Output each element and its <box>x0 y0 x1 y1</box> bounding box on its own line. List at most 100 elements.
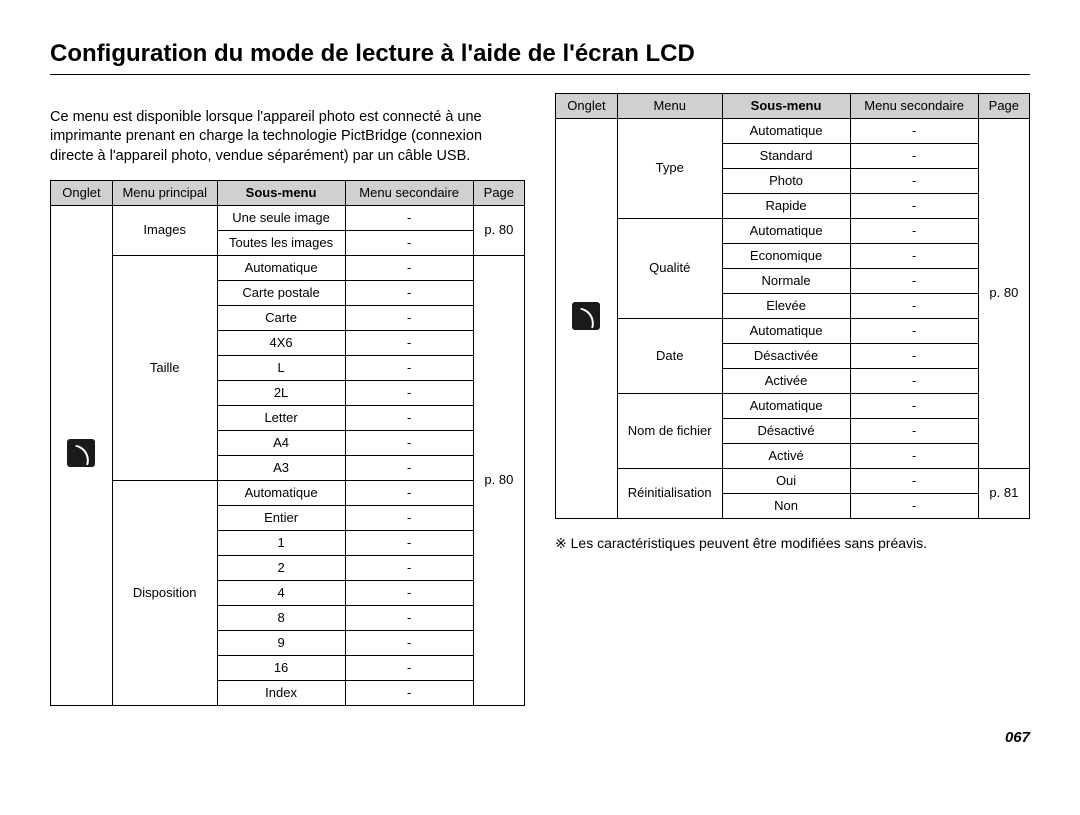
sous-menu-cell: L <box>217 356 345 381</box>
menu-secondaire-cell: - <box>345 681 473 706</box>
sous-menu-cell: Photo <box>722 169 850 194</box>
intro-paragraph: Ce menu est disponible lorsque l'apparei… <box>50 108 510 167</box>
menu-secondaire-cell: - <box>850 344 978 369</box>
page-cell: p. 81 <box>978 469 1029 519</box>
menu-secondaire-cell: - <box>345 481 473 506</box>
sous-menu-cell: Automatique <box>217 256 345 281</box>
menu-secondaire-cell: - <box>345 581 473 606</box>
menu-secondaire-cell: - <box>345 256 473 281</box>
sous-menu-cell: A3 <box>217 456 345 481</box>
menu-secondaire-cell: - <box>345 506 473 531</box>
menu-secondaire-cell: - <box>850 419 978 444</box>
menu-cell: Type <box>617 119 722 219</box>
sous-menu-cell: Letter <box>217 406 345 431</box>
menu-secondaire-cell: - <box>850 119 978 144</box>
table-row: TypeAutomatique-p. 80 <box>556 119 1030 144</box>
menu-secondaire-cell: - <box>345 606 473 631</box>
menu-secondaire-cell: - <box>850 219 978 244</box>
menu-cell: Nom de fichier <box>617 394 722 469</box>
right-table: Onglet Menu Sous-menu Menu secondaire Pa… <box>555 93 1030 519</box>
horizontal-rule <box>50 74 1030 75</box>
sous-menu-cell: 1 <box>217 531 345 556</box>
hdr-menu: Menu <box>617 94 722 119</box>
menu-secondaire-cell: - <box>850 244 978 269</box>
menu-secondaire-cell: - <box>345 331 473 356</box>
hdr-page: Page <box>473 181 524 206</box>
sous-menu-cell: Désactivé <box>722 419 850 444</box>
playback-tab-icon <box>572 302 600 330</box>
menu-secondaire-cell: - <box>850 469 978 494</box>
menu-secondaire-cell: - <box>850 319 978 344</box>
sous-menu-cell: Automatique <box>217 481 345 506</box>
menu-secondaire-cell: - <box>345 556 473 581</box>
sous-menu-cell: Oui <box>722 469 850 494</box>
hdr-sous: Sous-menu <box>722 94 850 119</box>
sous-menu-cell: Rapide <box>722 194 850 219</box>
hdr-secondaire: Menu secondaire <box>345 181 473 206</box>
menu-secondaire-cell: - <box>345 431 473 456</box>
sous-menu-cell: Index <box>217 681 345 706</box>
sous-menu-cell: A4 <box>217 431 345 456</box>
sous-menu-cell: 8 <box>217 606 345 631</box>
sous-menu-cell: Activée <box>722 369 850 394</box>
sous-menu-cell: Activé <box>722 444 850 469</box>
menu-secondaire-cell: - <box>345 356 473 381</box>
menu-secondaire-cell: - <box>345 381 473 406</box>
menu-secondaire-cell: - <box>345 531 473 556</box>
right-column: Onglet Menu Sous-menu Menu secondaire Pa… <box>555 93 1030 706</box>
menu-secondaire-cell: - <box>850 144 978 169</box>
sous-menu-cell: Economique <box>722 244 850 269</box>
page-cell: p. 80 <box>978 119 1029 469</box>
menu-secondaire-cell: - <box>850 444 978 469</box>
sous-menu-cell: 2 <box>217 556 345 581</box>
table-row: TailleAutomatique-p. 80 <box>51 256 525 281</box>
onglet-cell <box>556 119 618 519</box>
page-number: 067 <box>1005 729 1030 746</box>
menu-secondaire-cell: - <box>345 631 473 656</box>
table-header-row: Onglet Menu principal Sous-menu Menu sec… <box>51 181 525 206</box>
page-cell: p. 80 <box>473 206 524 256</box>
table-row: DispositionAutomatique- <box>51 481 525 506</box>
footnote: ※ Les caractéristiques peuvent être modi… <box>555 535 1030 552</box>
menu-secondaire-cell: - <box>345 456 473 481</box>
sous-menu-cell: 4X6 <box>217 331 345 356</box>
menu-secondaire-cell: - <box>850 269 978 294</box>
table-row: Nom de fichierAutomatique- <box>556 394 1030 419</box>
menu-secondaire-cell: - <box>850 294 978 319</box>
menu-cell: Date <box>617 319 722 394</box>
sous-menu-cell: Normale <box>722 269 850 294</box>
onglet-cell <box>51 206 113 706</box>
table-row: QualitéAutomatique- <box>556 219 1030 244</box>
menu-secondaire-cell: - <box>850 369 978 394</box>
menu-cell: Taille <box>112 256 217 481</box>
sous-menu-cell: Désactivée <box>722 344 850 369</box>
sous-menu-cell: Automatique <box>722 319 850 344</box>
sous-menu-cell: Carte postale <box>217 281 345 306</box>
menu-secondaire-cell: - <box>345 406 473 431</box>
sous-menu-cell: Standard <box>722 144 850 169</box>
columns: Ce menu est disponible lorsque l'apparei… <box>50 93 1030 706</box>
sous-menu-cell: Automatique <box>722 219 850 244</box>
menu-secondaire-cell: - <box>345 206 473 231</box>
sous-menu-cell: Une seule image <box>217 206 345 231</box>
left-table: Onglet Menu principal Sous-menu Menu sec… <box>50 180 525 706</box>
left-column: Ce menu est disponible lorsque l'apparei… <box>50 93 525 706</box>
table-row: DateAutomatique- <box>556 319 1030 344</box>
menu-secondaire-cell: - <box>850 394 978 419</box>
hdr-onglet: Onglet <box>51 181 113 206</box>
menu-cell: Qualité <box>617 219 722 319</box>
table-header-row: Onglet Menu Sous-menu Menu secondaire Pa… <box>556 94 1030 119</box>
sous-menu-cell: Automatique <box>722 119 850 144</box>
menu-secondaire-cell: - <box>850 494 978 519</box>
page-title: Configuration du mode de lecture à l'aid… <box>50 40 1030 68</box>
sous-menu-cell: 2L <box>217 381 345 406</box>
playback-tab-icon <box>67 439 95 467</box>
hdr-page: Page <box>978 94 1029 119</box>
table-row: RéinitialisationOui-p. 81 <box>556 469 1030 494</box>
menu-secondaire-cell: - <box>345 281 473 306</box>
menu-secondaire-cell: - <box>850 169 978 194</box>
menu-secondaire-cell: - <box>345 306 473 331</box>
sous-menu-cell: 4 <box>217 581 345 606</box>
menu-secondaire-cell: - <box>850 194 978 219</box>
menu-cell: Images <box>112 206 217 256</box>
